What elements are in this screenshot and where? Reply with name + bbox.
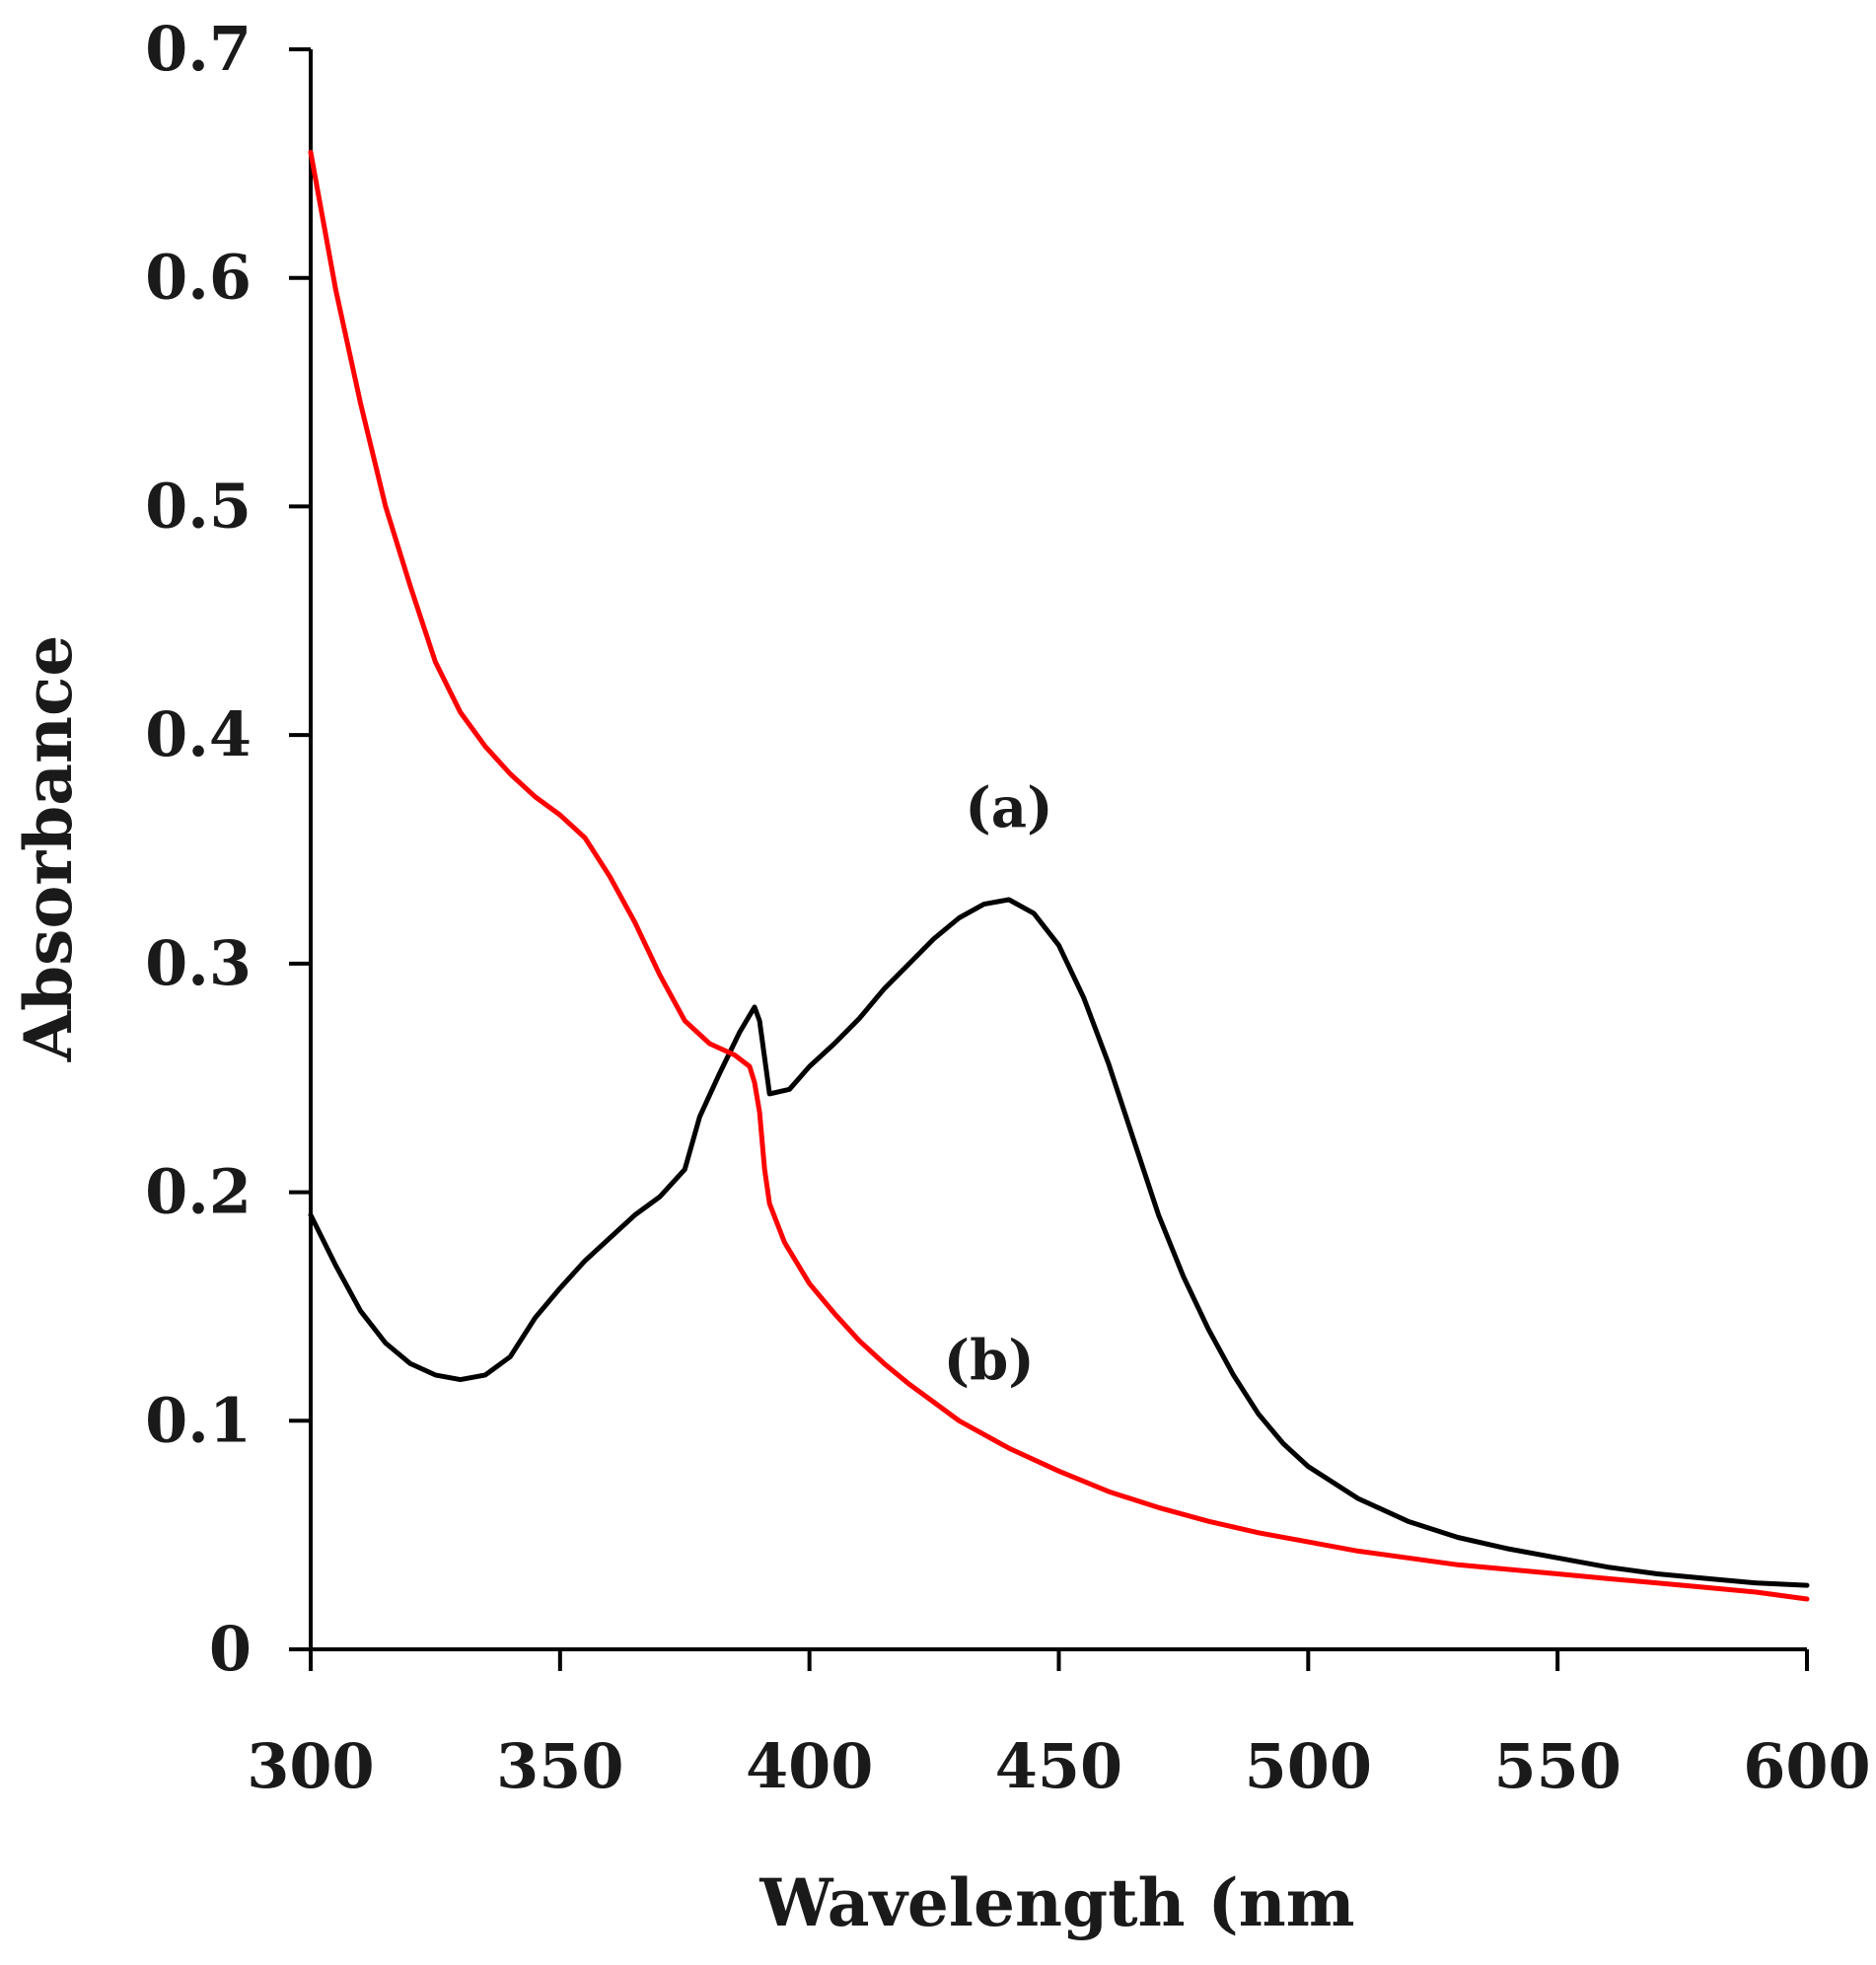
x-tick-label: 550 (1493, 1730, 1621, 1802)
x-tick-label: 500 (1245, 1730, 1372, 1802)
y-tick-label: 0.7 (145, 13, 252, 85)
x-axis-title: Wavelength (nm (758, 1864, 1354, 1941)
y-axis-title: Absorbance (10, 635, 87, 1062)
axes (289, 47, 1809, 1671)
y-tick-label: 0.3 (145, 927, 252, 999)
y-tick-label: 0.1 (145, 1384, 252, 1456)
x-tick-label: 600 (1743, 1730, 1870, 1802)
y-tick-label: 0.2 (145, 1156, 252, 1228)
x-tick-label: 350 (496, 1730, 623, 1802)
series-annotation-a: (a) (965, 775, 1052, 840)
y-tick-label: 0.6 (145, 242, 252, 314)
y-tick-label: 0.5 (145, 470, 252, 542)
series-group (308, 149, 1810, 1602)
y-tick-label: 0.4 (145, 698, 252, 770)
x-tick-label: 400 (746, 1730, 873, 1802)
y-tick-label: 0 (209, 1613, 252, 1685)
series-line-b (308, 149, 1810, 1602)
series-annotation-b: (b) (944, 1329, 1035, 1394)
series-line-a (308, 897, 1810, 1588)
x-tick-label: 300 (247, 1730, 374, 1802)
x-tick-label: 450 (995, 1730, 1122, 1802)
labels: 0 0.1 0.2 0.3 0.4 0.5 0.6 0.7 300 350 400 450 500 550… (10, 13, 1871, 1941)
